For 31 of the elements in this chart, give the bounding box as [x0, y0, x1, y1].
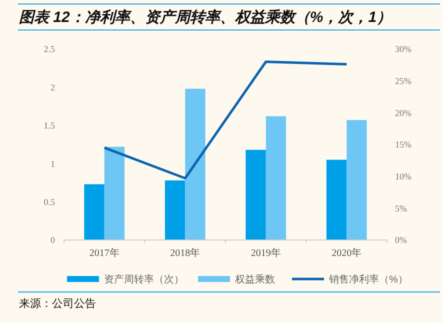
legend-label: 资产周转率（次） [104, 274, 184, 286]
x-tick-label: 2019年 [250, 247, 281, 259]
x-tick-label: 2017年 [89, 247, 120, 259]
y-tick-label: 2.5 [44, 44, 56, 54]
y2-tick-label: 20% [395, 108, 412, 118]
y-tick-label: 1.5 [44, 120, 56, 131]
y-tick-label: 0 [50, 235, 56, 246]
bar [346, 120, 367, 240]
bar [266, 116, 286, 240]
x-tick-label: 2018年 [170, 247, 200, 259]
y-tick-label: 0.5 [44, 196, 56, 207]
bar [104, 146, 125, 240]
source-note: 来源：公司公告 [19, 297, 96, 310]
y2-tick-label: 25% [395, 76, 412, 86]
y-tick-label: 2 [50, 82, 55, 92]
y2-tick-label: 10% [395, 171, 412, 182]
bar [185, 88, 206, 240]
legend-label: 权益乘数 [234, 274, 275, 286]
y2-tick-label: 30% [395, 44, 412, 54]
x-tick-label: 2020年 [332, 247, 362, 259]
bar [164, 180, 186, 240]
y2-tick-label: 0% [395, 235, 408, 246]
bar [246, 150, 266, 240]
bar [326, 160, 347, 240]
legend-label: 销售净利率（%） [328, 274, 408, 286]
y2-tick-label: 5% [395, 203, 408, 214]
y-tick-label: 1 [50, 158, 55, 169]
chart-title: 图表 12：净利率、资产周转率、权益乘数（%，次，1） [19, 8, 392, 26]
bar [84, 184, 104, 240]
line-series [103, 60, 348, 180]
y2-tick-label: 15% [395, 140, 412, 150]
